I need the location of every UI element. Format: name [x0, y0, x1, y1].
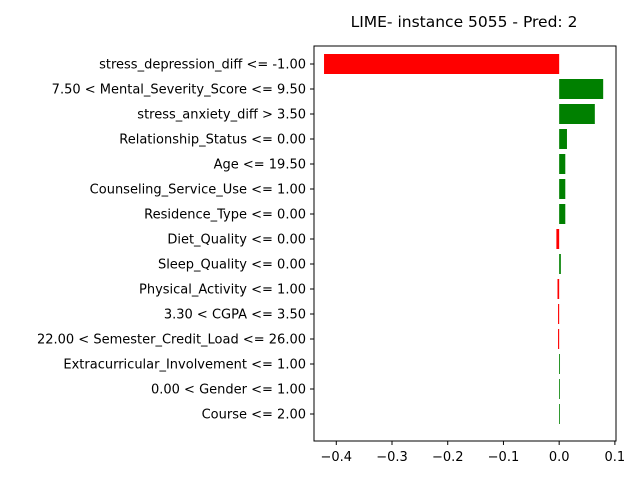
chart-title: LIME- instance 5055 - Pred: 2: [351, 13, 578, 31]
bar: [559, 104, 595, 124]
y-tick-label: Relationship_Status <= 0.00: [119, 133, 306, 148]
x-tick-label: 0.1: [605, 450, 626, 465]
bar: [557, 279, 560, 299]
y-tick-label: 0.00 < Gender <= 1.00: [151, 383, 306, 398]
bar: [559, 354, 561, 374]
y-tick-label: Sleep_Quality <= 0.00: [158, 258, 306, 273]
plot-frame: [313, 45, 617, 442]
bar: [559, 254, 561, 274]
bar: [559, 379, 560, 399]
y-tick-label: Physical_Activity <= 1.00: [139, 283, 306, 298]
x-ticks: −0.4 −0.3 −0.2 −0.1 0.0 0.1: [320, 441, 625, 465]
bar: [556, 229, 560, 249]
y-ticks: stress_depression_diff <= -1.00 7.50 < Me…: [37, 58, 314, 423]
y-tick-label: 7.50 < Mental_Severity_Score <= 9.50: [52, 83, 306, 98]
y-tick-label: 3.30 < CGPA <= 3.50: [164, 308, 306, 323]
x-tick-label: −0.2: [432, 450, 464, 465]
x-tick-label: −0.1: [488, 450, 520, 465]
y-tick-label: Diet_Quality <= 0.00: [167, 233, 306, 248]
bar: [559, 79, 604, 99]
y-tick-label: stress_depression_diff <= -1.00: [99, 58, 306, 73]
bar: [559, 404, 560, 424]
y-tick-label: Residence_Type <= 0.00: [144, 208, 306, 223]
x-tick-label: 0.0: [549, 450, 570, 465]
x-tick-label: −0.4: [320, 450, 352, 465]
bar: [559, 179, 566, 199]
x-tick-label: −0.3: [376, 450, 408, 465]
bar: [559, 204, 566, 224]
bar: [558, 329, 560, 349]
bar: [559, 129, 567, 149]
y-tick-label: stress_anxiety_diff > 3.50: [137, 108, 306, 123]
bar: [559, 154, 566, 174]
y-tick-label: Age <= 19.50: [214, 158, 306, 173]
bar: [324, 54, 560, 74]
y-tick-label: Extracurricular_Involvement <= 1.00: [63, 358, 306, 373]
bars-layer: [324, 54, 604, 424]
y-tick-label: 22.00 < Semester_Credit_Load <= 26.00: [37, 333, 306, 348]
y-tick-label: Counseling_Service_Use <= 1.00: [90, 183, 306, 198]
bar: [558, 304, 560, 324]
y-tick-label: Course <= 2.00: [202, 408, 306, 423]
